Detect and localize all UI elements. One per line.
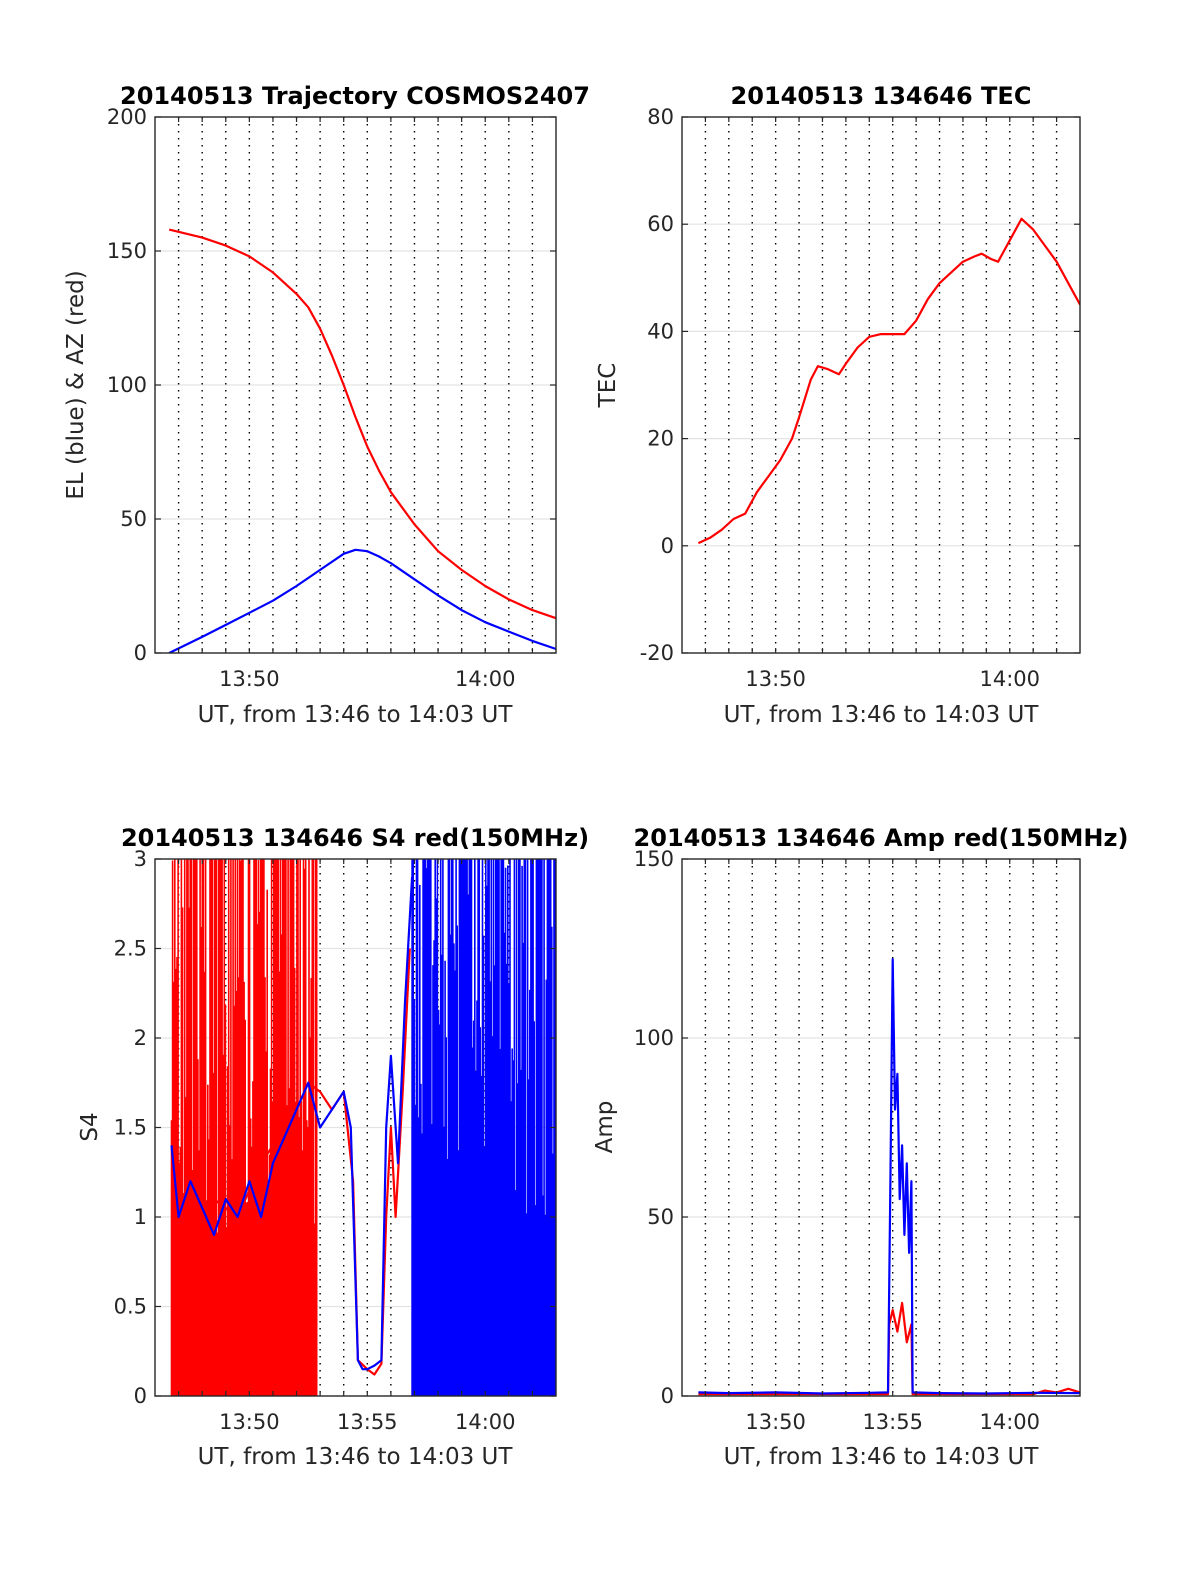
y-tick-label: 0	[134, 641, 147, 665]
y-tick-label: 200	[107, 105, 147, 129]
x-tick-label: 13:50	[219, 667, 280, 691]
x-tick-label: 13:55	[337, 1410, 398, 1434]
y-tick-label: 100	[107, 373, 147, 397]
y-tick-label: 20	[647, 427, 674, 451]
chart-title: 20140513 134646 S4 red(150MHz)	[121, 824, 589, 852]
series-line	[168, 228, 556, 620]
y-tick-label: 0.5	[114, 1295, 147, 1319]
plot-area: 0 50 100 150 200 13:50 14:00	[107, 105, 557, 691]
y-tick-label: 2.5	[114, 937, 147, 961]
y-tick-label: 80	[647, 105, 674, 129]
axes-frame	[681, 116, 1081, 654]
y-tick-label: 50	[120, 507, 147, 531]
panel-amp: 20140513 134646 Amp red(150MHz) Amp UT, …	[592, 824, 1128, 1470]
y-tick-label: 1.5	[114, 1116, 147, 1140]
noise-band	[411, 859, 556, 1396]
x-axis-label: UT, from 13:46 to 14:03 UT	[724, 702, 1040, 728]
series-line	[168, 548, 556, 653]
plot-area: -20 0 20 40 60 80 13:50 14:00	[640, 105, 1081, 691]
x-tick-label: 13:50	[219, 1410, 280, 1434]
x-axis-label: UT, from 13:46 to 14:03 UT	[724, 1444, 1040, 1470]
y-axis-label: S4	[77, 1112, 103, 1141]
y-tick-label: -20	[640, 641, 674, 665]
panel-trajectory: 20140513 Trajectory COSMOS2407 EL (blue)…	[63, 82, 590, 728]
chart-title: 20140513 Trajectory COSMOS2407	[120, 82, 590, 110]
x-tick-label: 14:00	[979, 1410, 1040, 1434]
y-tick-label: 3	[134, 847, 147, 871]
series-line	[698, 958, 1080, 1395]
chart-title: 20140513 134646 TEC	[731, 82, 1032, 110]
x-tick-label: 14:00	[455, 667, 516, 691]
noise-band	[170, 859, 318, 1396]
y-tick-label: 0	[134, 1384, 147, 1408]
plot-area: 0 0.5 1 1.5 2 2.5 3 13:50 13:55 14:00	[114, 847, 557, 1434]
x-axis-label: UT, from 13:46 to 14:03 UT	[198, 702, 514, 728]
series-line	[170, 876, 414, 1371]
chart-title: 20140513 134646 Amp red(150MHz)	[634, 824, 1129, 852]
series-line	[697, 217, 1080, 545]
y-axis-label: EL (blue) & AZ (red)	[63, 270, 89, 499]
y-tick-label: 1	[134, 1205, 147, 1229]
x-tick-label: 13:55	[862, 1410, 923, 1434]
y-axis-label: TEC	[595, 363, 621, 409]
y-tick-label: 40	[647, 319, 674, 343]
y-tick-label: 0	[661, 1384, 674, 1408]
axes-frame	[681, 858, 1081, 1397]
y-tick-label: 0	[661, 534, 674, 558]
y-tick-label: 60	[647, 212, 674, 236]
y-tick-label: 150	[107, 239, 147, 263]
x-tick-label: 13:50	[745, 1410, 806, 1434]
y-tick-label: 2	[134, 1026, 147, 1050]
panel-s4: 20140513 134646 S4 red(150MHz) S4 UT, fr…	[77, 824, 589, 1470]
x-tick-label: 13:50	[745, 667, 806, 691]
y-tick-label: 150	[634, 847, 674, 871]
plot-area: 0 50 100 150 13:50 13:55 14:00	[634, 847, 1081, 1434]
y-tick-label: 100	[634, 1026, 674, 1050]
x-tick-label: 14:00	[979, 667, 1040, 691]
y-tick-label: 50	[647, 1205, 674, 1229]
x-tick-label: 14:00	[455, 1410, 516, 1434]
y-axis-label: Amp	[592, 1101, 618, 1154]
panel-tec: 20140513 134646 TEC TEC UT, from 13:46 t…	[595, 82, 1081, 728]
x-axis-label: UT, from 13:46 to 14:03 UT	[198, 1444, 514, 1470]
